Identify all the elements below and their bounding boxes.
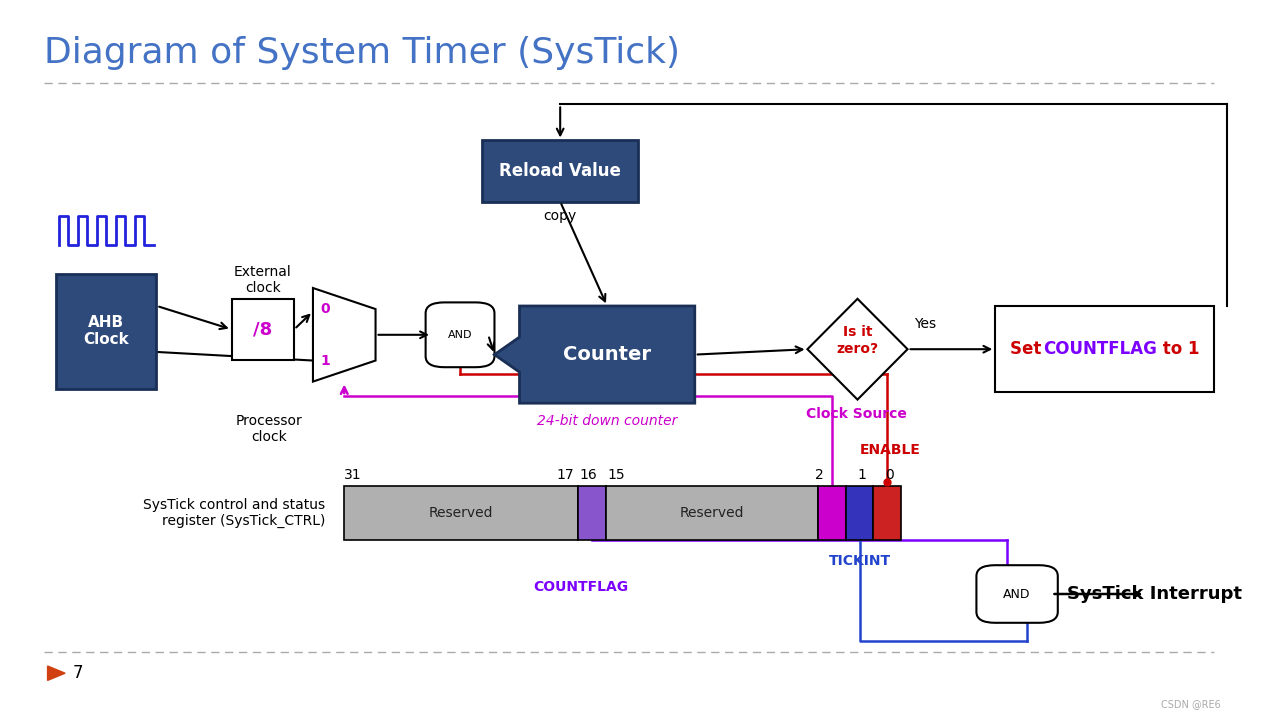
Text: Processor
clock: Processor clock [236, 414, 302, 444]
FancyBboxPatch shape [873, 486, 901, 540]
Text: Diagram of System Timer (SysTick): Diagram of System Timer (SysTick) [44, 36, 680, 70]
Text: AND: AND [1004, 588, 1030, 600]
Text: Clock Source: Clock Source [806, 408, 908, 421]
Text: Yes: Yes [914, 318, 936, 331]
Text: ENABLE: ENABLE [859, 444, 920, 457]
Text: Reserved: Reserved [680, 506, 744, 520]
Text: AHB
Clock: AHB Clock [83, 315, 129, 348]
Text: 31: 31 [344, 469, 362, 482]
Text: SysTick control and status
register (SysTick_CTRL): SysTick control and status register (Sys… [143, 498, 325, 528]
Text: Reload Value: Reload Value [499, 162, 621, 180]
FancyBboxPatch shape [344, 486, 579, 540]
Text: Counter: Counter [563, 345, 652, 364]
Text: SysTick Interrupt: SysTick Interrupt [1066, 585, 1242, 603]
Text: 15: 15 [607, 469, 625, 482]
Text: /8: /8 [253, 320, 273, 338]
FancyBboxPatch shape [977, 565, 1057, 623]
FancyBboxPatch shape [846, 486, 873, 540]
Text: COUNTFLAG: COUNTFLAG [534, 580, 628, 593]
Text: TICKINT: TICKINT [828, 554, 891, 568]
Text: 0: 0 [320, 302, 330, 315]
FancyBboxPatch shape [483, 140, 639, 202]
Text: Reserved: Reserved [429, 506, 494, 520]
Text: 16: 16 [580, 469, 598, 482]
FancyBboxPatch shape [579, 486, 605, 540]
Text: AND: AND [448, 330, 472, 340]
Polygon shape [494, 306, 695, 403]
FancyBboxPatch shape [995, 306, 1215, 392]
Polygon shape [47, 666, 65, 680]
Text: COUNTFLAG: COUNTFLAG [1043, 341, 1157, 359]
Text: 17: 17 [557, 469, 575, 482]
Text: 2: 2 [814, 469, 823, 482]
Text: to 1: to 1 [1157, 341, 1199, 359]
Text: CSDN @RE6: CSDN @RE6 [1161, 699, 1221, 709]
Text: Set: Set [1010, 341, 1047, 359]
FancyBboxPatch shape [605, 486, 818, 540]
Text: 24-bit down counter: 24-bit down counter [536, 414, 677, 428]
Text: 1: 1 [858, 469, 867, 482]
FancyBboxPatch shape [56, 274, 156, 389]
FancyBboxPatch shape [818, 486, 846, 540]
Text: 7: 7 [73, 664, 83, 683]
Polygon shape [808, 299, 908, 400]
Text: 1: 1 [320, 354, 330, 368]
Text: copy: copy [544, 209, 577, 222]
Text: 0: 0 [886, 469, 895, 482]
FancyBboxPatch shape [426, 302, 494, 367]
Text: External
clock: External clock [234, 265, 292, 295]
Text: Is it
zero?: Is it zero? [836, 325, 878, 356]
FancyBboxPatch shape [232, 299, 294, 360]
Polygon shape [312, 288, 375, 382]
